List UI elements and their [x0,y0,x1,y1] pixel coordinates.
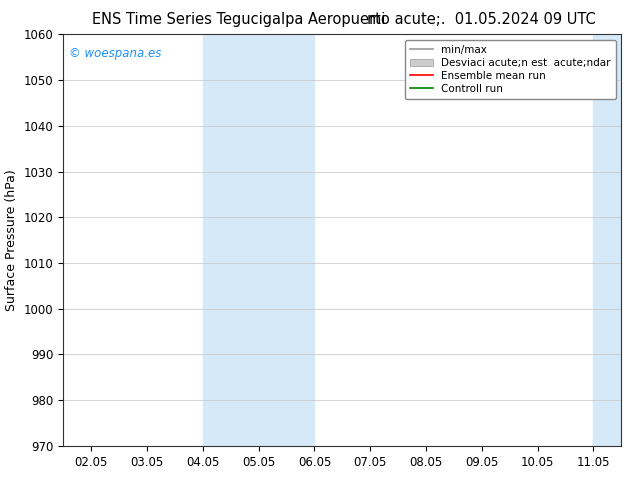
Bar [593,34,621,446]
Text: mi  acute;.  01.05.2024 09 UTC: mi acute;. 01.05.2024 09 UTC [368,12,596,27]
Legend: min/max, Desviaci acute;n est  acute;ndar, Ensemble mean run, Controll run: min/max, Desviaci acute;n est acute;ndar… [405,40,616,99]
Text: ENS Time Series Tegucigalpa Aeropuerto: ENS Time Series Tegucigalpa Aeropuerto [92,12,390,27]
Text: © woespana.es: © woespana.es [69,47,162,60]
Bar [203,34,314,446]
Y-axis label: Surface Pressure (hPa): Surface Pressure (hPa) [5,169,18,311]
